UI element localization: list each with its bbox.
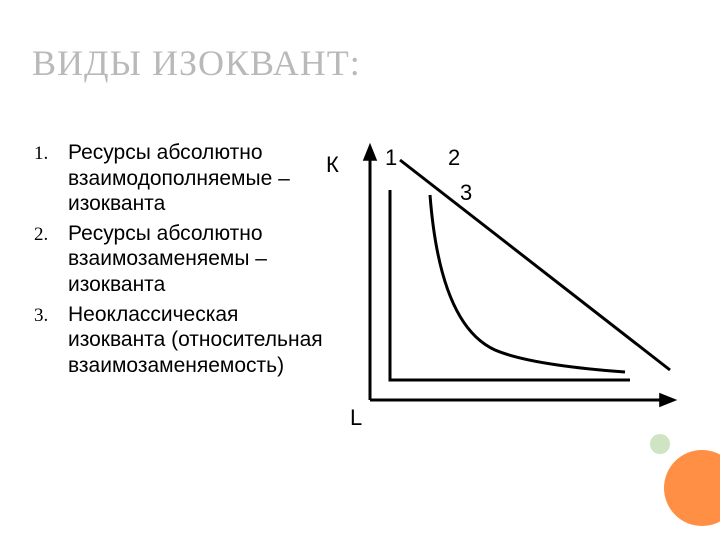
curve-label-3: 3 [460,180,472,206]
decor-circle-large [664,450,720,526]
list-text: Ресурсы абсолютно взаимодополняемые – из… [68,140,334,217]
decor-circle-small [650,434,670,454]
curve-label-1: 1 [385,145,397,171]
list-text: Ресурсы абсолютно взаимозаменяемы – изок… [68,221,334,298]
slide: ВИДЫ ИЗОКВАНТ: 1. Ресурсы абсолютно взаи… [0,0,720,540]
list-item: 3. Неоклассическая изокванта (относитель… [34,302,334,379]
list-number: 3. [34,302,68,379]
list-text: Неоклассическая изокванта (относительная… [68,302,334,379]
curve-label-2: 2 [448,145,460,171]
list-item: 1. Ресурсы абсолютно взаимодополняемые –… [34,140,334,217]
y-axis-label: К [326,152,339,178]
list-number: 2. [34,221,68,298]
numbered-list: 1. Ресурсы абсолютно взаимодополняемые –… [34,140,334,382]
chart-svg [330,140,710,460]
page-title: ВИДЫ ИЗОКВАНТ: [32,42,361,84]
x-axis-label: L [350,405,362,431]
curve-3 [430,195,625,372]
list-item: 2. Ресурсы абсолютно взаимозаменяемы – и… [34,221,334,298]
curve-1 [390,190,630,380]
isoquant-chart: К L 1 2 3 [330,140,710,460]
list-number: 1. [34,140,68,217]
